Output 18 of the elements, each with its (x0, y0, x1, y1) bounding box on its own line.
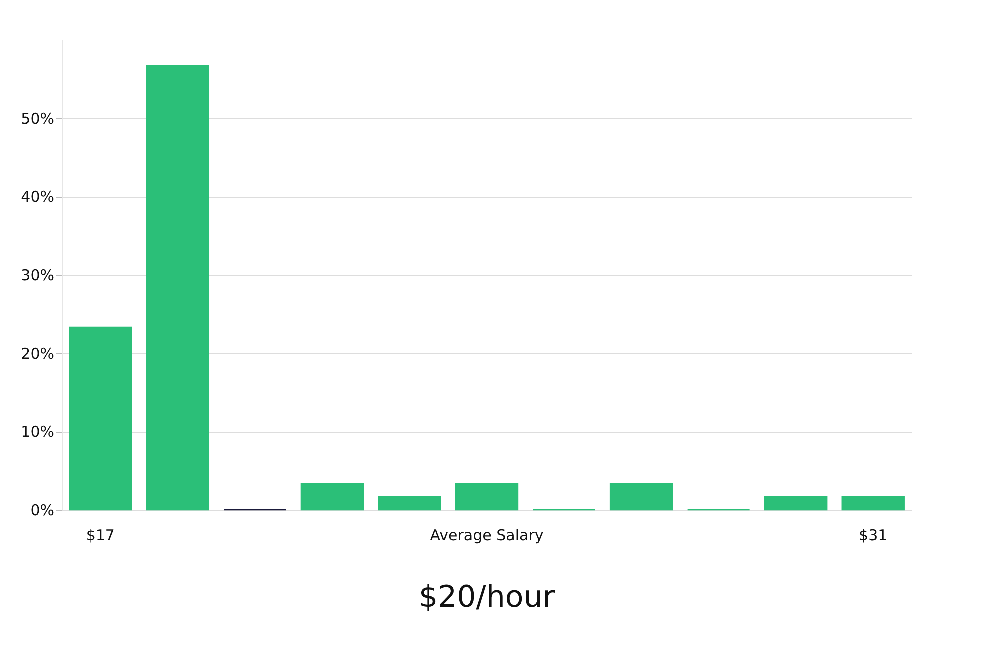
bar (610, 484, 674, 511)
y-tick-label: 20% (21, 344, 54, 363)
x-tick-label: $31 (859, 526, 888, 544)
x-tick-label: $17 (86, 526, 115, 544)
y-tick-label: 0% (30, 502, 54, 520)
bar (300, 484, 364, 511)
text: $20/hour (418, 580, 556, 615)
y-tick-label: 50% (21, 110, 54, 128)
bar (455, 484, 519, 511)
bar (69, 326, 132, 511)
bar (378, 496, 442, 511)
bar (842, 496, 905, 511)
y-tick-label: 30% (21, 266, 54, 284)
bar (764, 496, 828, 511)
y-tick-label: 40% (21, 188, 54, 206)
x-tick-label: Average Salary (430, 526, 544, 544)
y-tick-label: 10% (21, 423, 54, 442)
bar (146, 65, 210, 511)
